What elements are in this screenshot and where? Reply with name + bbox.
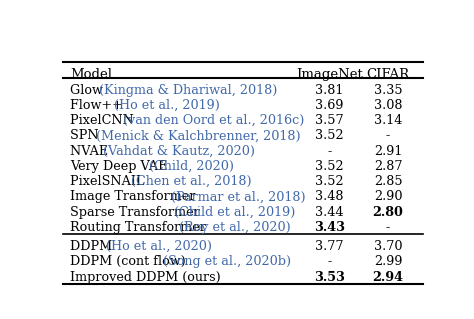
Text: 3.52: 3.52 [315, 175, 344, 188]
Text: Improved DDPM (ours): Improved DDPM (ours) [70, 271, 221, 284]
Text: Glow: Glow [70, 84, 107, 97]
Text: (Kingma & Dhariwal, 2018): (Kingma & Dhariwal, 2018) [99, 84, 277, 97]
Text: PixelSNAIL: PixelSNAIL [70, 175, 149, 188]
Text: NVAE: NVAE [70, 145, 112, 158]
Text: 3.77: 3.77 [315, 240, 344, 253]
Text: 3.43: 3.43 [314, 221, 345, 234]
Text: Routing Transformer: Routing Transformer [70, 221, 210, 234]
Text: Model: Model [70, 68, 112, 81]
Text: 2.91: 2.91 [374, 145, 402, 158]
Text: Sparse Transformer: Sparse Transformer [70, 205, 204, 219]
Text: (Vahdat & Kautz, 2020): (Vahdat & Kautz, 2020) [103, 145, 255, 158]
Text: CIFAR: CIFAR [366, 68, 410, 81]
Text: Very Deep VAE: Very Deep VAE [70, 160, 172, 173]
Text: 3.52: 3.52 [315, 130, 344, 142]
Text: -: - [327, 256, 331, 268]
Text: Flow++: Flow++ [70, 99, 127, 112]
Text: 3.35: 3.35 [374, 84, 402, 97]
Text: 3.52: 3.52 [315, 160, 344, 173]
Text: 2.99: 2.99 [374, 256, 402, 268]
Text: 3.69: 3.69 [315, 99, 344, 112]
Text: 3.44: 3.44 [315, 205, 344, 219]
Text: (Chen et al., 2018): (Chen et al., 2018) [131, 175, 252, 188]
Text: (Parmar et al., 2018): (Parmar et al., 2018) [171, 190, 305, 203]
Text: PixelCNN: PixelCNN [70, 114, 138, 127]
Text: 3.08: 3.08 [374, 99, 402, 112]
Text: 2.87: 2.87 [374, 160, 402, 173]
Text: DDPM (cont flow): DDPM (cont flow) [70, 256, 190, 268]
Text: (Roy et al., 2020): (Roy et al., 2020) [179, 221, 291, 234]
Text: 3.53: 3.53 [314, 271, 345, 284]
Text: (van den Oord et al., 2016c): (van den Oord et al., 2016c) [123, 114, 304, 127]
Text: (Child et al., 2019): (Child et al., 2019) [174, 205, 295, 219]
Text: 3.70: 3.70 [374, 240, 402, 253]
Text: 3.48: 3.48 [315, 190, 344, 203]
Text: DDPM: DDPM [70, 240, 117, 253]
Text: 2.85: 2.85 [374, 175, 402, 188]
Text: (Menick & Kalchbrenner, 2018): (Menick & Kalchbrenner, 2018) [96, 130, 300, 142]
Text: (Child, 2020): (Child, 2020) [149, 160, 234, 173]
Text: (Ho et al., 2020): (Ho et al., 2020) [106, 240, 212, 253]
Text: -: - [386, 130, 390, 142]
Text: 3.81: 3.81 [315, 84, 344, 97]
Text: -: - [386, 221, 390, 234]
Text: (Song et al., 2020b): (Song et al., 2020b) [163, 256, 291, 268]
Text: 2.90: 2.90 [374, 190, 402, 203]
Text: 3.57: 3.57 [315, 114, 344, 127]
Text: -: - [327, 145, 331, 158]
Text: ImageNet: ImageNet [296, 68, 363, 81]
Text: 2.80: 2.80 [373, 205, 403, 219]
Text: 3.14: 3.14 [374, 114, 402, 127]
Text: 2.94: 2.94 [373, 271, 403, 284]
Text: Image Transformer: Image Transformer [70, 190, 200, 203]
Text: (Ho et al., 2019): (Ho et al., 2019) [114, 99, 220, 112]
Text: SPN: SPN [70, 130, 103, 142]
